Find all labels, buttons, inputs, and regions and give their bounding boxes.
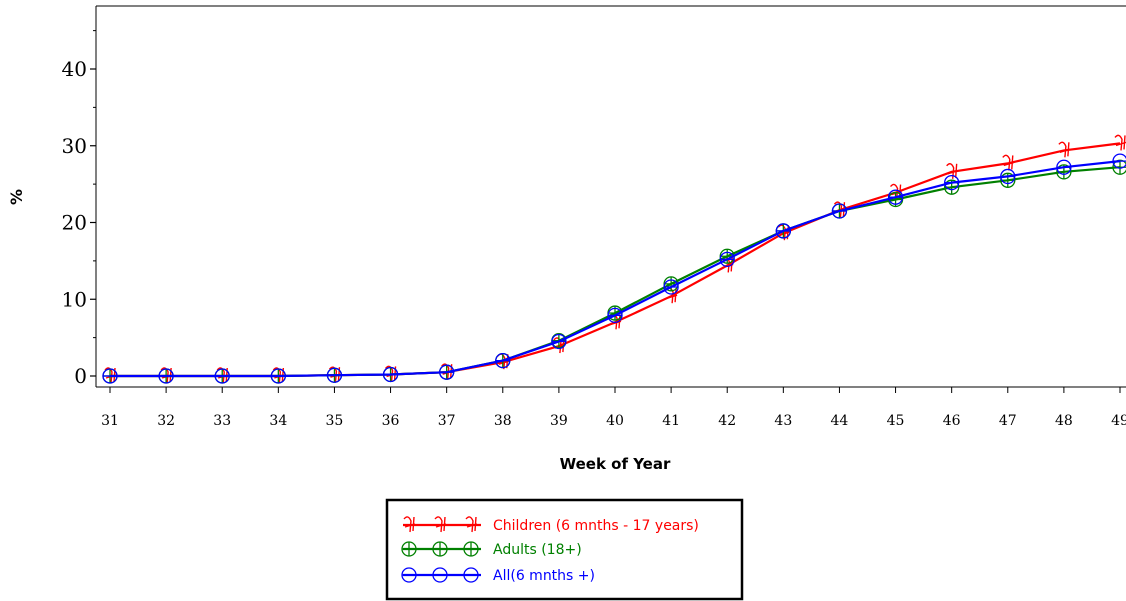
y-axis-title: % <box>7 189 26 205</box>
data-point <box>403 516 416 533</box>
legend-label: Children (6 mnths - 17 years) <box>493 518 699 534</box>
data-point <box>326 367 343 383</box>
data-point <box>270 368 286 384</box>
data-point <box>401 541 417 557</box>
data-point <box>1056 159 1072 175</box>
data-point <box>432 541 448 557</box>
y-tick-label: 30 <box>62 134 87 158</box>
x-tick-label: 34 <box>269 413 287 429</box>
x-tick-label: 44 <box>831 413 849 429</box>
legend-label: All(6 mnths +) <box>493 568 595 584</box>
data-point <box>463 567 479 583</box>
x-tick-label: 31 <box>101 413 119 429</box>
x-tick-label: 39 <box>550 413 568 429</box>
data-point <box>1114 134 1126 151</box>
x-tick-label: 49 <box>1111 413 1126 429</box>
x-tick-label: 41 <box>662 413 680 429</box>
y-tick-label: 20 <box>62 211 87 235</box>
legend-entry-2: Adults (18+) <box>401 541 582 558</box>
series-1 <box>104 134 1126 384</box>
data-point <box>382 366 399 383</box>
series-3 <box>102 153 1126 384</box>
legend-entry-1: Children (6 mnths - 17 years) <box>403 516 699 534</box>
x-tick-label: 42 <box>718 413 736 429</box>
series-line <box>110 142 1121 378</box>
x-tick-label: 33 <box>213 413 231 429</box>
series-2 <box>102 159 1126 384</box>
x-tick-label: 38 <box>494 413 512 429</box>
y-tick-label: 40 <box>62 57 87 81</box>
data-point <box>1058 141 1071 158</box>
series-layer <box>102 134 1126 384</box>
data-point <box>1112 159 1126 175</box>
data-point <box>434 516 447 533</box>
y-tick-label: 0 <box>74 364 87 388</box>
x-tick-label: 46 <box>943 413 961 429</box>
legend-label: Adults (18+) <box>493 542 582 558</box>
data-point <box>551 333 567 350</box>
data-point <box>944 174 960 191</box>
data-point <box>465 516 478 533</box>
x-tick-label: 32 <box>157 413 175 429</box>
x-tick-label: 45 <box>887 413 905 429</box>
data-point <box>946 163 958 179</box>
series-line <box>110 160 1121 378</box>
data-point <box>214 368 230 384</box>
x-tick-label: 48 <box>1055 413 1073 429</box>
x-tick-label: 37 <box>438 413 456 429</box>
x-tick-label: 47 <box>999 413 1017 429</box>
x-tick-label: 36 <box>382 413 400 429</box>
data-point <box>158 368 174 384</box>
data-point <box>719 251 735 267</box>
data-point <box>1002 154 1014 171</box>
legend: Children (6 mnths - 17 years) Adults (18+… <box>385 498 744 601</box>
data-point <box>495 352 511 369</box>
data-point <box>463 541 479 557</box>
y-axis: 0 10 20 30 40 <box>62 30 96 388</box>
data-point <box>887 189 904 205</box>
x-tick-label: 35 <box>326 413 344 429</box>
data-point <box>831 203 848 219</box>
x-axis: 31 32 33 34 35 36 37 38 39 40 41 42 43 44 45 46 47 48 49 <box>101 387 1126 429</box>
data-point <box>1000 168 1016 185</box>
data-point <box>607 307 623 324</box>
data-point <box>663 279 679 295</box>
y-tick-label: 10 <box>62 287 87 311</box>
x-axis-title: Week of Year <box>560 455 671 473</box>
data-point <box>1112 153 1126 169</box>
data-point <box>401 567 417 583</box>
data-point <box>439 364 455 380</box>
legend-entry-3: All(6 mnths +) <box>401 567 595 584</box>
data-point <box>775 223 791 239</box>
data-point <box>102 368 118 384</box>
plot-frame <box>95 5 1126 388</box>
series-line <box>110 166 1121 378</box>
data-point <box>432 567 448 583</box>
x-tick-label: 40 <box>606 413 624 429</box>
x-tick-label: 43 <box>774 413 792 429</box>
